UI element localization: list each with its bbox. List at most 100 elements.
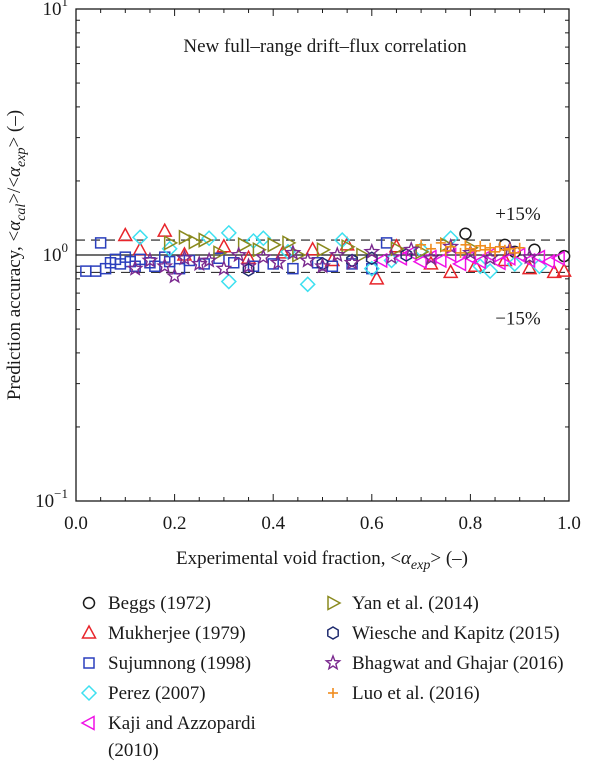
legend-label: Luo et al. (2016)	[352, 683, 480, 704]
data-point	[81, 624, 97, 639]
legend-label: Beggs (1972)	[108, 593, 211, 614]
legend-marker	[80, 684, 98, 702]
data-point	[80, 265, 92, 277]
x-tick-label: 0.6	[360, 513, 384, 534]
legend-item: Beggs (1972)	[78, 590, 211, 617]
data-point	[89, 265, 102, 277]
data-point	[163, 235, 179, 251]
data-point	[190, 254, 208, 272]
legend-item: Luo et al. (2016)	[322, 680, 480, 707]
data-point	[178, 229, 194, 246]
data-point	[156, 222, 173, 237]
data-point	[546, 263, 562, 279]
data-point	[82, 596, 96, 610]
data-point	[304, 241, 321, 256]
data-point	[117, 226, 134, 242]
legend-label: Perez (2007)	[108, 683, 206, 704]
data-point	[220, 273, 237, 290]
legend-marker	[328, 688, 338, 698]
data-point	[471, 253, 487, 270]
data-point	[220, 224, 237, 241]
data-point	[275, 244, 291, 259]
data-point	[501, 250, 516, 267]
data-point	[550, 250, 565, 267]
data-point	[521, 248, 539, 265]
data-point	[402, 240, 420, 258]
data-point	[363, 260, 380, 277]
data-point	[470, 245, 481, 256]
series-group	[117, 222, 572, 285]
data-point	[188, 234, 203, 250]
legend-item: Yan et al. (2014)	[322, 590, 479, 617]
data-point	[213, 245, 228, 261]
legend-marker	[327, 595, 342, 611]
data-point	[422, 249, 440, 266]
legend-marker	[324, 654, 342, 671]
x-tick-label: 1.0	[557, 513, 581, 534]
legend-marker	[83, 657, 95, 669]
y-tick-base: 10	[43, 0, 62, 20]
data-point	[365, 251, 378, 266]
legend-item: Perez (2007)	[78, 680, 206, 707]
data-point	[80, 684, 98, 702]
data-point	[530, 249, 546, 265]
data-point	[328, 688, 338, 698]
data-point	[198, 232, 213, 248]
data-point	[445, 241, 456, 252]
legend-item: Kaji and Azzopardi (2010)	[78, 710, 256, 764]
data-point	[412, 253, 427, 270]
data-point	[425, 243, 436, 254]
data-point	[141, 251, 159, 268]
y-axis-label: Prediction accuracy, <αcal>/<αexp> (–)	[4, 110, 29, 400]
data-point	[126, 259, 144, 276]
legend-label: Wiesche and Kapitz (2015)	[352, 623, 560, 644]
data-point	[509, 247, 520, 258]
data-point	[215, 259, 233, 276]
data-point	[327, 626, 339, 640]
data-point	[368, 270, 385, 285]
legend-label: Bhagwat and Ghajar (2016)	[352, 653, 564, 674]
data-point	[415, 244, 430, 260]
data-point	[240, 257, 258, 274]
data-point	[459, 227, 472, 241]
y-tick-label: 10−1	[35, 486, 68, 512]
data-point	[540, 253, 556, 270]
y-tick-label: 100	[43, 240, 69, 266]
data-point	[254, 248, 272, 265]
data-point	[326, 260, 339, 273]
data-point	[228, 257, 240, 269]
series-group	[126, 237, 539, 284]
y-tick-exponent: 1	[62, 0, 69, 9]
data-point	[252, 242, 267, 258]
data-point	[383, 248, 401, 265]
data-point	[327, 595, 342, 611]
data-point	[287, 262, 299, 275]
lower-band-label: −15%	[495, 308, 541, 329]
x-tick-label: 0.2	[163, 513, 187, 534]
y-tick-exponent: −1	[54, 486, 68, 501]
data-point	[465, 243, 476, 254]
data-point	[230, 246, 248, 263]
data-point	[490, 246, 501, 257]
data-point	[400, 248, 413, 262]
data-point	[242, 263, 255, 277]
x-axis-label: Experimental void fraction, <αexp> (–)	[176, 548, 468, 573]
data-point	[435, 237, 446, 248]
data-point	[284, 243, 302, 261]
legend-item: Wiesche and Kapitz (2015)	[322, 620, 560, 647]
x-tick-label: 0.0	[64, 513, 88, 534]
data-point	[299, 251, 317, 268]
data-point	[200, 251, 218, 268]
data-point	[80, 715, 95, 731]
data-point	[341, 239, 356, 255]
x-tick-label: 0.8	[459, 513, 483, 534]
data-point	[175, 249, 193, 266]
data-point	[480, 244, 491, 255]
data-point	[461, 249, 477, 265]
data-point	[324, 654, 342, 671]
y-tick-base: 10	[35, 491, 54, 512]
data-point	[499, 244, 510, 255]
data-point	[132, 229, 149, 246]
data-point	[237, 237, 253, 253]
